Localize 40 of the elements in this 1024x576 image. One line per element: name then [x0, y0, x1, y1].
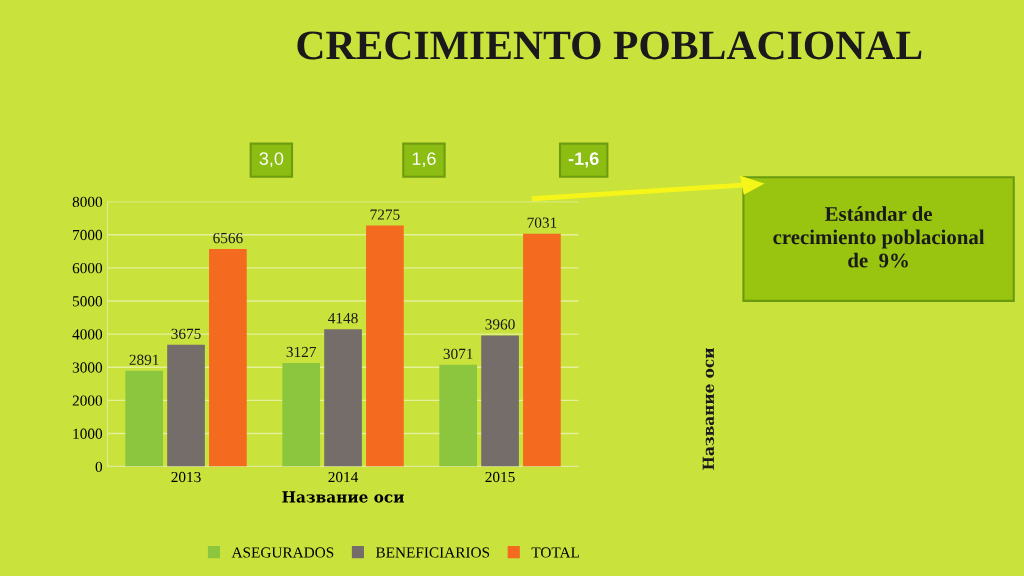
- y-tick-label: 6000: [72, 262, 103, 274]
- data-label: 4148: [328, 312, 358, 324]
- y-tick-label: 5000: [72, 296, 103, 307]
- y-tick-label: 2000: [72, 395, 103, 406]
- data-label: 3675: [171, 328, 201, 339]
- bar: [523, 233, 561, 467]
- legend-label: BENEFICIARIOS: [375, 547, 490, 558]
- y-tick-label: 8000: [72, 196, 103, 208]
- y-tick-label: 4000: [72, 329, 103, 340]
- data-label: 3960: [485, 319, 515, 330]
- bar: [167, 344, 205, 467]
- y-tick-label: 3000: [72, 362, 103, 373]
- bar: [125, 370, 163, 467]
- text: -1,6: [568, 152, 599, 168]
- text: Название оси: [702, 347, 715, 470]
- text: Estándar de crecimiento poblacional de 9%: [773, 206, 985, 268]
- bar: [282, 362, 321, 467]
- data-label: 6566: [213, 232, 243, 244]
- y-tick-label: 1000: [73, 428, 103, 439]
- y-tick-label: 0: [95, 461, 103, 473]
- bar: [366, 225, 404, 467]
- text: 3,0: [259, 152, 284, 168]
- legend-label: TOTAL: [531, 547, 579, 558]
- x-tick-label: 2015: [485, 471, 515, 483]
- bar: [439, 364, 478, 467]
- text: 1,6: [412, 152, 436, 168]
- data-label: 7275: [370, 209, 400, 220]
- y-tick-label: 7000: [73, 229, 103, 241]
- x-tick-label: 2013: [171, 471, 201, 483]
- legend-label: ASEGURADOS: [231, 547, 334, 558]
- data-label: 2891: [129, 354, 159, 365]
- x-axis-title: Название оси: [282, 491, 405, 503]
- bar: [209, 249, 247, 467]
- data-label: 3071: [443, 348, 473, 359]
- bar: [481, 335, 519, 467]
- data-label: 3127: [286, 346, 317, 358]
- bar: [324, 329, 362, 467]
- x-tick-label: 2014: [328, 471, 359, 483]
- data-label: 7031: [527, 217, 557, 228]
- chart-title: CRECIMIENTO POBLACIONAL: [297, 31, 922, 60]
